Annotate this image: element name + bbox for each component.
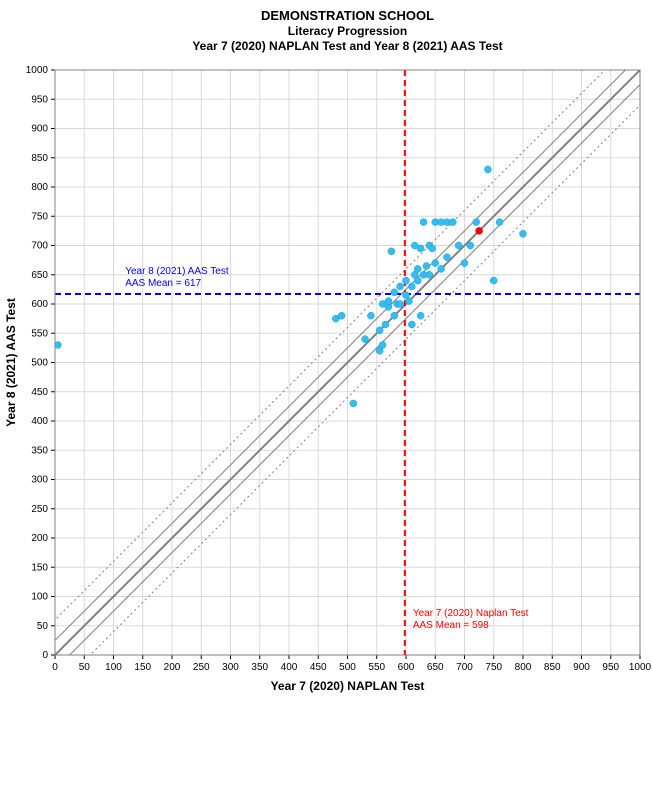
- y-tick-label: 200: [31, 533, 48, 544]
- x-tick-label: 50: [79, 662, 91, 673]
- data-point: [520, 230, 527, 237]
- chart-title-line-1: DEMONSTRATION SCHOOL: [261, 8, 434, 23]
- y-tick-label: 250: [31, 504, 48, 515]
- data-point: [403, 277, 410, 284]
- y-tick-label: 300: [31, 475, 48, 486]
- x-tick-label: 450: [310, 662, 327, 673]
- data-point: [484, 166, 491, 173]
- x-tick-label: 850: [544, 662, 561, 673]
- x-tick-label: 0: [52, 662, 58, 673]
- y-tick-label: 950: [31, 94, 48, 105]
- data-point: [417, 312, 424, 319]
- y-tick-label: 50: [37, 621, 49, 632]
- data-point: [420, 219, 427, 226]
- y-tick-label: 1000: [26, 65, 49, 76]
- data-point: [417, 245, 424, 252]
- data-point: [397, 301, 404, 308]
- y-tick-label: 350: [31, 445, 48, 456]
- data-point: [391, 289, 398, 296]
- y-tick-label: 550: [31, 328, 48, 339]
- scatter-chart: DEMONSTRATION SCHOOLLiteracy Progression…: [0, 0, 652, 803]
- data-point: [455, 242, 462, 249]
- x-tick-label: 300: [222, 662, 239, 673]
- y-tick-label: 800: [31, 182, 48, 193]
- y-tick-label: 500: [31, 358, 48, 369]
- x-mean-label-1: Year 7 (2020) Naplan Test: [413, 608, 529, 619]
- x-tick-label: 200: [164, 662, 181, 673]
- data-point: [490, 277, 497, 284]
- data-point: [438, 265, 445, 272]
- data-point: [379, 341, 386, 348]
- data-point: [461, 260, 468, 267]
- x-tick-label: 550: [368, 662, 385, 673]
- x-tick-label: 600: [398, 662, 415, 673]
- data-point: [382, 321, 389, 328]
- data-point: [408, 321, 415, 328]
- y-tick-label: 0: [42, 650, 48, 661]
- data-point: [443, 254, 450, 261]
- y-axis-label: Year 8 (2021) AAS Test: [4, 298, 18, 427]
- chart-title-line-3: Year 7 (2020) NAPLAN Test and Year 8 (20…: [192, 39, 502, 53]
- data-point: [350, 400, 357, 407]
- x-tick-label: 100: [105, 662, 122, 673]
- data-point: [467, 242, 474, 249]
- data-point: [414, 277, 421, 284]
- data-point: [449, 219, 456, 226]
- y-tick-label: 900: [31, 124, 48, 135]
- data-point: [432, 260, 439, 267]
- y-tick-label: 650: [31, 270, 48, 281]
- data-point: [397, 283, 404, 290]
- x-tick-label: 350: [251, 662, 268, 673]
- x-tick-label: 800: [515, 662, 532, 673]
- data-point: [423, 262, 430, 269]
- x-tick-label: 400: [281, 662, 298, 673]
- y-tick-label: 850: [31, 153, 48, 164]
- y-tick-label: 700: [31, 241, 48, 252]
- data-point: [376, 327, 383, 334]
- x-tick-label: 750: [485, 662, 502, 673]
- x-tick-label: 150: [134, 662, 151, 673]
- chart-title-line-2: Literacy Progression: [288, 24, 407, 38]
- y-tick-label: 450: [31, 387, 48, 398]
- x-tick-label: 250: [193, 662, 210, 673]
- y-tick-label: 400: [31, 416, 48, 427]
- data-point: [388, 248, 395, 255]
- data-point: [405, 298, 412, 305]
- data-point: [391, 312, 398, 319]
- data-point: [473, 219, 480, 226]
- x-tick-label: 700: [456, 662, 473, 673]
- data-point: [362, 336, 369, 343]
- data-point: [367, 312, 374, 319]
- x-mean-label-2: AAS Mean = 598: [413, 620, 489, 631]
- y-mean-label-2: AAS Mean = 617: [125, 278, 201, 289]
- y-tick-label: 100: [31, 592, 48, 603]
- x-axis-label: Year 7 (2020) NAPLAN Test: [271, 679, 425, 693]
- y-tick-label: 750: [31, 211, 48, 222]
- data-point: [338, 312, 345, 319]
- data-point: [429, 245, 436, 252]
- highlight-data-point: [476, 227, 483, 234]
- data-point: [426, 271, 433, 278]
- x-tick-label: 950: [602, 662, 619, 673]
- y-mean-label-1: Year 8 (2021) AAS Test: [125, 266, 229, 277]
- x-tick-label: 650: [427, 662, 444, 673]
- data-point: [385, 298, 392, 305]
- data-point: [408, 283, 415, 290]
- data-point: [496, 219, 503, 226]
- data-point: [414, 265, 421, 272]
- x-tick-label: 900: [573, 662, 590, 673]
- x-tick-label: 1000: [629, 662, 652, 673]
- y-tick-label: 150: [31, 562, 48, 573]
- y-tick-label: 600: [31, 299, 48, 310]
- x-tick-label: 500: [339, 662, 356, 673]
